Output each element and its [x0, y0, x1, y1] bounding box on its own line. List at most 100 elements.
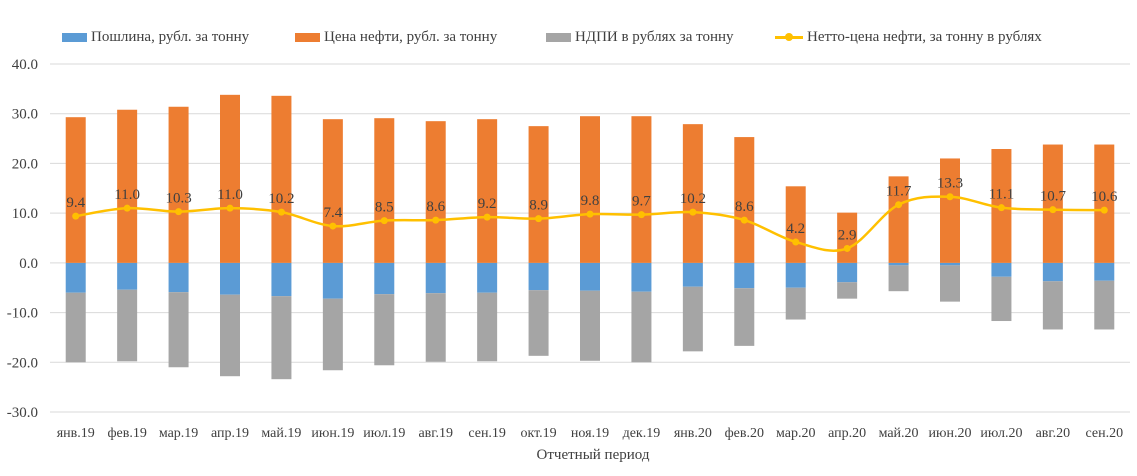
- net-price-point: [72, 212, 80, 220]
- bar-mineral-tax: [682, 286, 703, 352]
- data-label: 11.0: [114, 187, 140, 203]
- x-tick-label: июл.20: [980, 426, 1022, 441]
- bar-oil-price: [117, 109, 138, 263]
- bar-oil-price: [425, 121, 446, 263]
- net-price-point: [946, 193, 954, 201]
- net-price-point: [483, 213, 491, 221]
- legend-item-oil-price: Цена нефти, рубл. за тонну: [295, 26, 497, 48]
- net-price-point: [380, 217, 388, 225]
- legend-swatch-mineral-tax: [546, 32, 571, 42]
- bar-mineral-tax: [888, 265, 909, 292]
- bar-duty: [991, 262, 1012, 277]
- y-tick-label: 10.0: [12, 206, 38, 222]
- bar-mineral-tax: [168, 292, 189, 368]
- bar-mineral-tax: [528, 290, 549, 356]
- x-tick-label: апр.19: [211, 426, 249, 441]
- bar-oil-price: [65, 117, 86, 263]
- bar-oil-price: [322, 119, 343, 263]
- x-tick-label: сен.19: [468, 426, 506, 441]
- net-price-point: [329, 222, 337, 230]
- bar-mineral-tax: [65, 292, 86, 363]
- x-tick-label: сен.20: [1085, 426, 1123, 441]
- net-price-point: [740, 216, 748, 224]
- data-label: 2.9: [838, 227, 857, 243]
- x-tick-label: авг.20: [1036, 426, 1071, 441]
- bars: [65, 94, 1115, 380]
- data-label: 11.7: [886, 184, 912, 200]
- y-tick-label: -30.0: [7, 405, 38, 421]
- bar-mineral-tax: [631, 291, 652, 363]
- x-tick-label: авг.19: [418, 426, 453, 441]
- bar-oil-price: [940, 158, 960, 263]
- bar-mineral-tax: [940, 265, 960, 302]
- data-label: 9.7: [632, 194, 651, 210]
- x-tick-label: май.20: [879, 426, 919, 441]
- data-label: 8.6: [735, 199, 754, 215]
- bar-oil-price: [580, 116, 600, 263]
- bar-mineral-tax: [837, 282, 858, 299]
- bar-oil-price: [220, 94, 240, 263]
- bar-oil-price: [1042, 144, 1063, 263]
- data-label: 9.4: [66, 195, 85, 211]
- bar-duty: [65, 262, 86, 293]
- bar-oil-price: [374, 118, 395, 263]
- data-label: 8.9: [529, 198, 548, 214]
- bar-mineral-tax: [425, 293, 446, 362]
- net-price-point: [123, 204, 131, 212]
- bar-mineral-tax: [271, 296, 292, 380]
- bar-oil-price: [631, 116, 652, 263]
- bar-oil-price: [168, 106, 189, 263]
- x-tick-label: июн.19: [311, 426, 354, 441]
- net-price-point: [1049, 206, 1057, 214]
- data-label: 8.6: [426, 199, 445, 215]
- bar-duty: [1042, 262, 1063, 282]
- bar-duty: [1094, 262, 1115, 281]
- x-tick-label: фев.19: [107, 426, 146, 441]
- data-label: 8.5: [375, 200, 394, 216]
- bar-duty: [785, 262, 806, 288]
- bar-duty: [580, 262, 600, 291]
- net-price-point: [175, 208, 183, 216]
- data-label: 11.0: [217, 187, 243, 203]
- data-label: 10.7: [1040, 189, 1067, 205]
- data-label: 9.8: [581, 193, 600, 209]
- bar-mineral-tax: [220, 294, 240, 377]
- bar-duty: [682, 262, 703, 287]
- y-tick-label: 30.0: [12, 107, 38, 123]
- x-tick-label: апр.20: [828, 426, 866, 441]
- bar-duty: [837, 262, 858, 283]
- legend-item-duty: Пошлина, рубл. за тонну: [62, 26, 249, 48]
- data-label: 9.2: [478, 196, 497, 212]
- bar-duty: [888, 262, 909, 266]
- x-tick-label: фев.20: [725, 426, 764, 441]
- legend-label-oil-price: Цена нефти, рубл. за тонну: [324, 28, 498, 45]
- bar-mineral-tax: [1042, 281, 1063, 330]
- data-label: 10.2: [680, 191, 706, 207]
- bar-oil-price: [477, 119, 498, 263]
- bar-mineral-tax: [991, 276, 1012, 322]
- y-tick-label: 0.0: [19, 256, 38, 272]
- net-price-point: [637, 211, 645, 219]
- legend-line-net-price: [775, 32, 803, 42]
- bar-mineral-tax: [374, 294, 395, 366]
- net-price-point: [535, 215, 543, 223]
- net-price-point: [1100, 206, 1108, 214]
- bar-duty: [631, 262, 652, 292]
- x-tick-label: мар.20: [776, 426, 815, 441]
- y-tick-label: 20.0: [12, 156, 38, 172]
- data-label: 10.2: [268, 191, 294, 207]
- bar-duty: [220, 262, 240, 295]
- net-price-point: [277, 208, 285, 216]
- bar-duty: [425, 262, 446, 294]
- net-price-point: [432, 216, 440, 224]
- net-price-point: [689, 208, 697, 216]
- y-tick-label: 40.0: [12, 57, 38, 73]
- legend-label-mineral-tax: НДПИ в рублях за тонну: [575, 28, 734, 45]
- legend-item-net-price: Нетто-цена нефти, за тонну в рублях: [775, 26, 1042, 48]
- bar-mineral-tax: [1094, 280, 1115, 330]
- net-price-point: [895, 201, 903, 209]
- net-price-point: [792, 238, 800, 246]
- x-tick-label: май.19: [261, 426, 301, 441]
- legend: Пошлина, рубл. за тонну Цена нефти, рубл…: [0, 26, 1137, 48]
